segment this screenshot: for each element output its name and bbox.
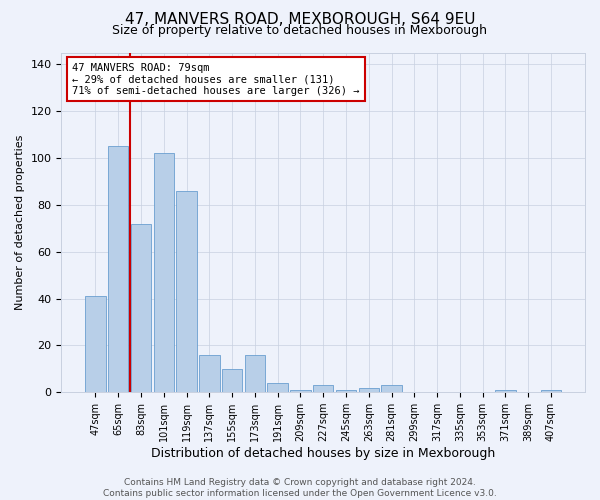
Bar: [381, 385, 402, 392]
Bar: [495, 390, 515, 392]
Bar: [290, 390, 311, 392]
Bar: [222, 369, 242, 392]
Bar: [131, 224, 151, 392]
Bar: [85, 296, 106, 392]
Text: 47 MANVERS ROAD: 79sqm
← 29% of detached houses are smaller (131)
71% of semi-de: 47 MANVERS ROAD: 79sqm ← 29% of detached…: [72, 62, 359, 96]
Bar: [245, 354, 265, 392]
Bar: [108, 146, 128, 392]
Bar: [176, 190, 197, 392]
Y-axis label: Number of detached properties: Number of detached properties: [15, 134, 25, 310]
Text: Contains HM Land Registry data © Crown copyright and database right 2024.
Contai: Contains HM Land Registry data © Crown c…: [103, 478, 497, 498]
Bar: [541, 390, 561, 392]
Bar: [154, 153, 174, 392]
Bar: [313, 385, 334, 392]
Bar: [359, 388, 379, 392]
Bar: [199, 354, 220, 392]
Bar: [336, 390, 356, 392]
Text: 47, MANVERS ROAD, MEXBOROUGH, S64 9EU: 47, MANVERS ROAD, MEXBOROUGH, S64 9EU: [125, 12, 475, 28]
X-axis label: Distribution of detached houses by size in Mexborough: Distribution of detached houses by size …: [151, 447, 496, 460]
Bar: [268, 383, 288, 392]
Text: Size of property relative to detached houses in Mexborough: Size of property relative to detached ho…: [113, 24, 487, 37]
